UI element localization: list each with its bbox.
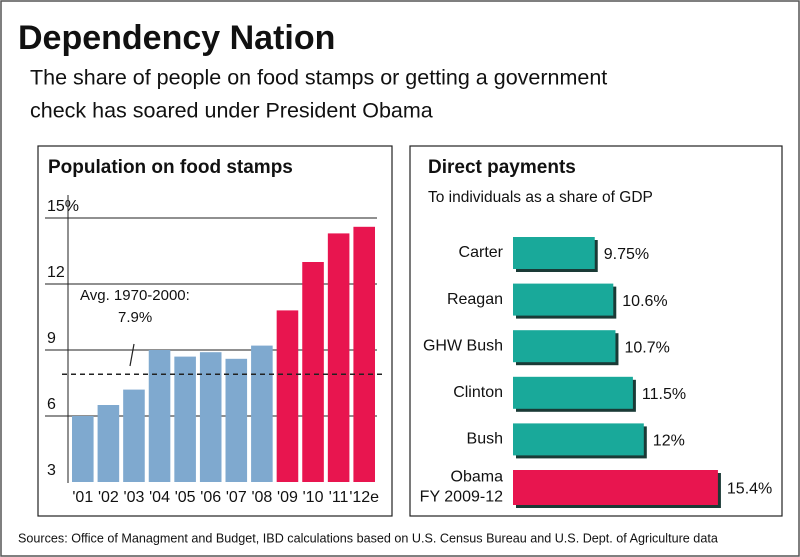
x-tick-label: '09 bbox=[277, 489, 298, 506]
bar bbox=[513, 470, 718, 505]
bar bbox=[225, 358, 248, 482]
category-label: Clinton bbox=[453, 384, 503, 401]
value-label: 10.7% bbox=[624, 339, 669, 356]
category-label: Reagan bbox=[447, 291, 503, 308]
x-tick-label: '04 bbox=[149, 489, 170, 506]
x-tick-label: '06 bbox=[200, 489, 221, 506]
category-label: GHW Bush bbox=[423, 337, 503, 354]
bar bbox=[199, 352, 222, 482]
bar bbox=[513, 283, 614, 316]
chart-title: Population on food stamps bbox=[48, 157, 293, 178]
category-label: Bush bbox=[467, 431, 503, 448]
value-label: 12% bbox=[653, 433, 685, 450]
leader bbox=[129, 343, 135, 367]
bar bbox=[513, 330, 616, 363]
y-tick-label: 15% bbox=[47, 198, 79, 215]
bar bbox=[148, 350, 171, 482]
subtitle: The share of people on food stamps or ge… bbox=[30, 66, 607, 90]
bar bbox=[276, 310, 299, 482]
y-tick-label: 9 bbox=[47, 330, 56, 347]
y-tick-label: 12 bbox=[47, 264, 65, 281]
y-tick-label: 3 bbox=[47, 462, 56, 479]
bar bbox=[513, 237, 595, 269]
x-tick-label: '03 bbox=[124, 489, 145, 506]
x-tick-label: '07 bbox=[226, 489, 247, 506]
panel bbox=[409, 145, 783, 517]
bar bbox=[513, 423, 644, 456]
value-label: 9.75% bbox=[604, 246, 649, 263]
x-tick-label: '08 bbox=[251, 489, 272, 506]
source: Sources: Office of Managment and Budget,… bbox=[18, 531, 718, 545]
x-tick-label: '11 bbox=[329, 489, 349, 506]
x-tick-label: '12e bbox=[349, 489, 379, 506]
value-label: 15.4% bbox=[727, 481, 772, 498]
category-label: FY 2009-12 bbox=[420, 489, 503, 506]
y-tick-label: 6 bbox=[47, 396, 56, 413]
bar bbox=[327, 233, 350, 482]
value-label: 10.6% bbox=[622, 293, 667, 310]
x-tick-label: '10 bbox=[303, 489, 324, 506]
bar bbox=[123, 389, 145, 482]
value-label: 11.5% bbox=[642, 386, 686, 403]
x-tick-label: '05 bbox=[175, 489, 196, 506]
bar bbox=[513, 376, 633, 409]
bar bbox=[302, 262, 324, 482]
bar bbox=[251, 345, 273, 482]
x-tick-label: '01 bbox=[72, 489, 93, 506]
bar bbox=[72, 416, 94, 482]
subtitle: check has soared under President Obama bbox=[30, 99, 433, 123]
panel bbox=[37, 145, 393, 517]
category-label: Obama bbox=[451, 469, 504, 486]
bar bbox=[353, 226, 375, 482]
annotation: Avg. 1970-2000: bbox=[80, 287, 190, 304]
chart-subtitle: To individuals as a share of GDP bbox=[428, 189, 653, 206]
chart-title: Direct payments bbox=[428, 157, 576, 178]
x-tick-label: '02 bbox=[98, 489, 119, 506]
annotation: 7.9% bbox=[118, 309, 152, 326]
bar bbox=[174, 356, 196, 482]
category-label: Carter bbox=[459, 244, 504, 261]
bar bbox=[97, 405, 120, 482]
title: Dependency Nation bbox=[18, 19, 335, 57]
